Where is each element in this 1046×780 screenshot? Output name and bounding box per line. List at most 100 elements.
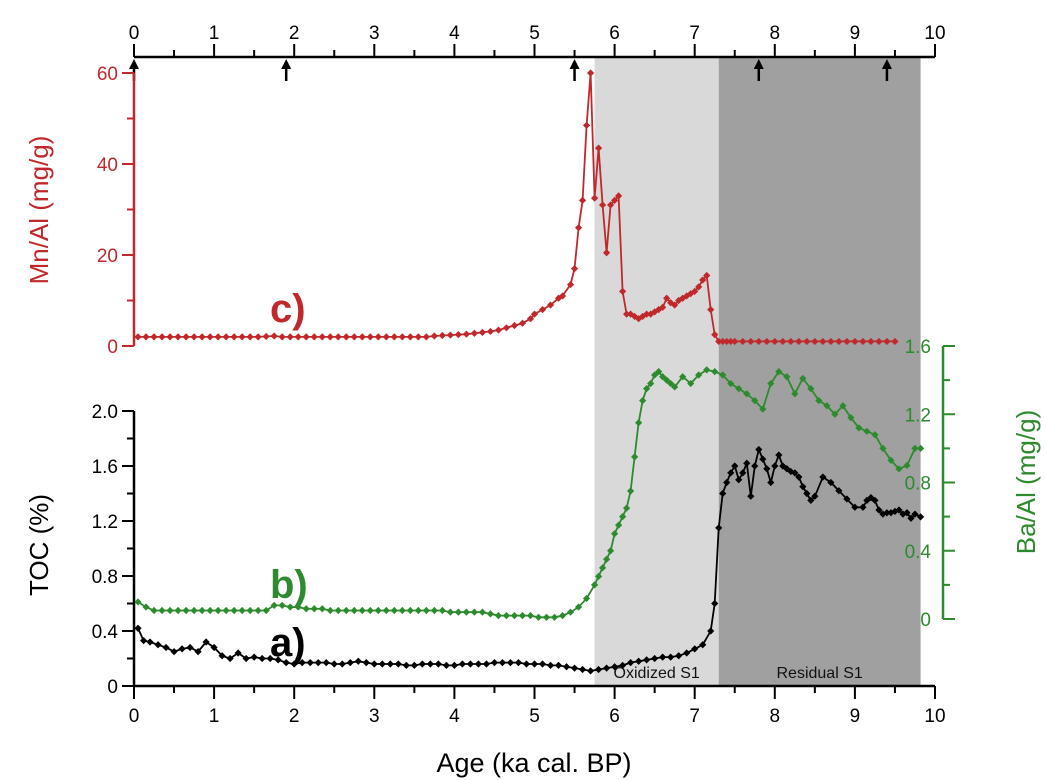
- c-data-point: [350, 333, 358, 341]
- a-data-point: [322, 659, 330, 667]
- c-data-point: [310, 333, 318, 341]
- a-data-point: [346, 659, 354, 667]
- a-data-point: [482, 660, 491, 668]
- b-data-point: [486, 610, 495, 618]
- a-data-point: [767, 478, 775, 487]
- x-tick-label: 0: [129, 23, 140, 44]
- a-data-point: [803, 489, 811, 498]
- c-data-point: [422, 333, 430, 341]
- c-data-point: [198, 333, 206, 341]
- c-data-point: [578, 196, 587, 204]
- x-tick-label: 5: [529, 23, 540, 44]
- a-data-point: [402, 661, 410, 669]
- x-tick-label: 10: [924, 706, 945, 727]
- b-data-point: [719, 371, 727, 379]
- c-data-point: [334, 333, 342, 341]
- c-data-point: [278, 333, 286, 341]
- x-tick-label: 9: [850, 706, 861, 727]
- a-data-point: [354, 657, 362, 665]
- b-data-point: [286, 603, 294, 611]
- c-data-point: [586, 69, 595, 77]
- c-data-point: [510, 321, 519, 330]
- b-data-point: [671, 383, 679, 391]
- x-tick-label: 1: [209, 706, 220, 727]
- c-data-point: [787, 337, 795, 346]
- b-data-point: [855, 424, 863, 432]
- a-data-point: [863, 496, 871, 504]
- b-data-point: [606, 547, 615, 555]
- age-marker-arrowhead: [129, 59, 139, 69]
- b-data-point: [534, 613, 543, 621]
- a-data-point: [506, 659, 515, 667]
- a-data-point: [691, 645, 699, 653]
- b-data-point: [158, 606, 166, 615]
- a-data-point: [522, 660, 531, 668]
- a-data-point: [370, 660, 378, 668]
- b-data-point: [302, 605, 310, 613]
- a-data-point: [735, 476, 743, 484]
- c-data-point: [715, 337, 723, 346]
- a-data-point: [643, 656, 651, 664]
- c-data-point: [470, 329, 479, 337]
- c-data-point: [190, 333, 198, 341]
- a-data-point: [659, 653, 667, 661]
- c-data-point: [582, 121, 591, 129]
- b-data-point: [542, 613, 551, 621]
- b-data-point: [214, 606, 222, 615]
- a-data-point: [394, 660, 402, 668]
- b-data-point: [342, 606, 350, 615]
- a-data-point: [911, 510, 919, 518]
- c-data-point: [623, 310, 631, 318]
- a-data-point: [154, 641, 162, 649]
- b-y-tick-label: 1.2: [905, 405, 931, 426]
- b-data-point: [142, 603, 150, 611]
- b-data-point: [823, 402, 831, 410]
- b-data-point: [751, 397, 759, 405]
- x-tick-label: 3: [369, 23, 380, 44]
- c-data-point: [294, 333, 302, 341]
- x-tick-label: 0: [129, 706, 140, 727]
- b-data-point: [502, 611, 511, 620]
- a-data-point: [759, 455, 767, 463]
- c-y-tick-label: 20: [97, 246, 118, 267]
- c-data-point: [667, 299, 675, 307]
- a-data-point: [162, 643, 170, 652]
- c-data-point: [502, 324, 511, 332]
- c-data-point: [538, 306, 547, 314]
- a-data-point: [530, 660, 539, 668]
- a-data-point: [727, 469, 735, 477]
- a-data-point: [611, 663, 619, 671]
- a-data-point: [667, 653, 675, 661]
- a-data-point: [570, 664, 579, 672]
- b-data-point: [887, 456, 895, 464]
- b-data-point: [182, 606, 190, 615]
- a-data-point: [306, 659, 314, 667]
- c-data-point: [631, 312, 639, 321]
- b-data-point: [627, 487, 635, 495]
- b-data-point: [558, 611, 567, 620]
- c-data-point: [619, 287, 627, 295]
- b-data-point: [590, 581, 599, 589]
- a-data-point: [442, 661, 450, 669]
- b-data-point: [422, 606, 430, 615]
- c-data-point: [675, 296, 683, 305]
- c-data-point: [318, 333, 326, 341]
- a-data-point: [410, 661, 418, 669]
- b-data-point: [639, 397, 647, 405]
- panel-label-a: a): [270, 621, 306, 665]
- c-data-point: [827, 337, 835, 346]
- b-data-point: [438, 606, 446, 615]
- a-data-point: [386, 660, 394, 668]
- a-data-point: [298, 659, 306, 667]
- a-data-point: [843, 495, 851, 503]
- age-marker-arrowhead: [281, 59, 292, 69]
- a-data-point: [835, 487, 843, 495]
- b-data-point: [270, 601, 278, 609]
- b-data-point: [655, 367, 663, 376]
- a-data-point: [450, 661, 458, 669]
- b-data-point: [518, 611, 527, 620]
- b-data-point: [659, 373, 667, 381]
- c-data-point: [158, 333, 166, 341]
- b-data-point: [647, 379, 655, 388]
- a-data-point: [498, 659, 507, 667]
